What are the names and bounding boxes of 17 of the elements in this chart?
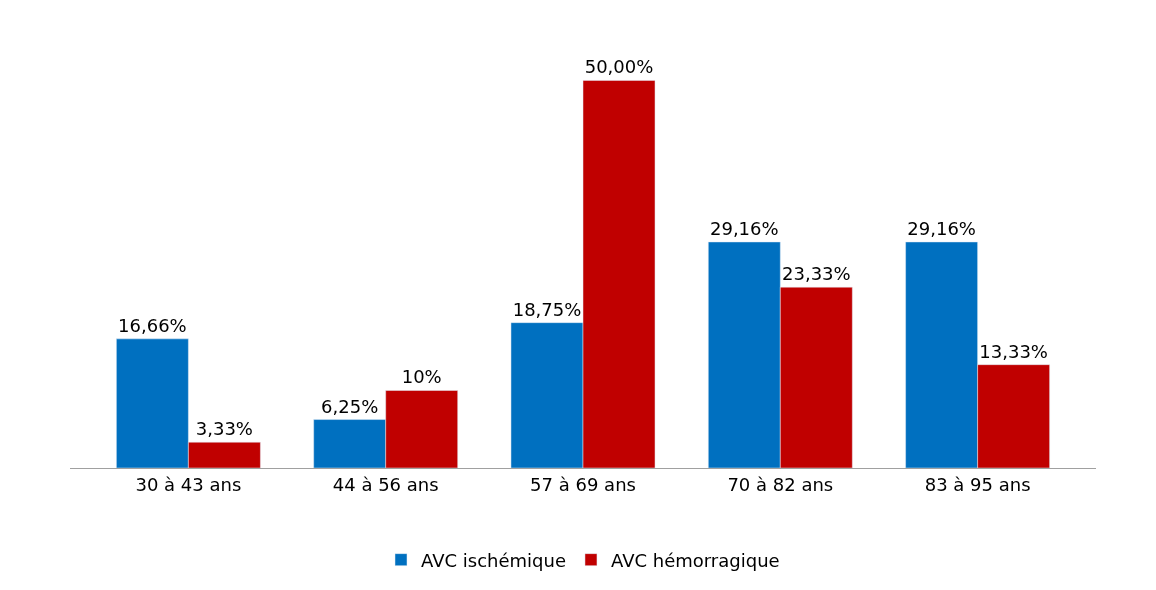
x-tick-label: 57 à 69 ans — [530, 473, 636, 495]
data-label: 16,66% — [118, 314, 187, 336]
x-tick-label: 70 à 82 ans — [727, 473, 834, 495]
data-label: 18,75% — [512, 298, 582, 320]
data-label: 10% — [401, 366, 442, 388]
data-label: 3,33% — [195, 418, 253, 440]
legend-label: AVC hémorragique — [610, 549, 780, 571]
data-label: 6,25% — [321, 395, 379, 417]
x-tick-label: 83 à 95 ans — [924, 473, 1031, 495]
data-label: 13,33% — [979, 340, 1048, 362]
data-label: 50,00% — [584, 56, 654, 78]
data-label: 29,16% — [907, 217, 976, 239]
data-label: 23,33% — [782, 263, 851, 285]
data-label: 29,16% — [709, 217, 779, 239]
x-tick-label: 30 à 43 ans — [135, 473, 242, 495]
x-tick-label: 44 à 56 ans — [332, 473, 439, 495]
legend-label: AVC ischémique — [421, 549, 566, 571]
